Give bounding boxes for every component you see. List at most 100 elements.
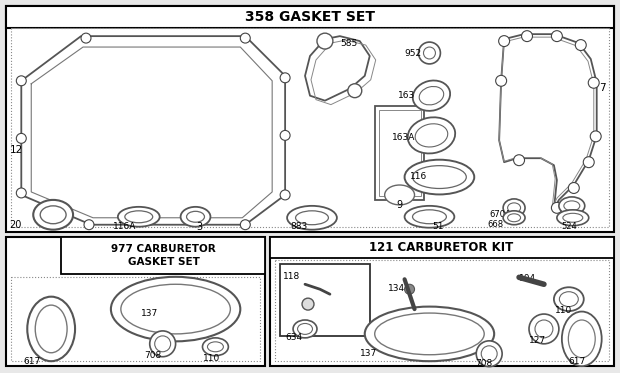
Circle shape	[575, 40, 587, 50]
Circle shape	[569, 182, 579, 194]
Circle shape	[84, 220, 94, 230]
FancyBboxPatch shape	[11, 277, 260, 361]
Ellipse shape	[121, 284, 231, 334]
Text: 585: 585	[340, 39, 357, 48]
Ellipse shape	[296, 211, 329, 225]
Ellipse shape	[125, 211, 153, 223]
Ellipse shape	[564, 201, 580, 211]
FancyBboxPatch shape	[270, 236, 614, 366]
Text: 104: 104	[519, 274, 536, 283]
Text: 127: 127	[529, 336, 546, 345]
Ellipse shape	[563, 213, 583, 222]
Text: 617: 617	[569, 357, 586, 366]
Circle shape	[551, 31, 562, 41]
FancyBboxPatch shape	[379, 110, 420, 196]
FancyBboxPatch shape	[270, 236, 614, 258]
Text: 12: 12	[9, 145, 22, 155]
FancyBboxPatch shape	[6, 236, 265, 366]
Ellipse shape	[180, 207, 210, 227]
Circle shape	[535, 320, 553, 338]
FancyBboxPatch shape	[61, 236, 265, 274]
Text: 708: 708	[144, 351, 161, 360]
Text: 110: 110	[203, 354, 219, 363]
Text: 524: 524	[561, 222, 577, 231]
Ellipse shape	[40, 206, 66, 224]
Text: 137: 137	[141, 309, 158, 318]
FancyBboxPatch shape	[6, 6, 614, 232]
Ellipse shape	[208, 342, 223, 352]
Circle shape	[241, 33, 250, 43]
Text: 137: 137	[360, 349, 377, 358]
Text: 116: 116	[410, 172, 427, 181]
Text: 3: 3	[197, 222, 203, 232]
Circle shape	[317, 33, 333, 49]
Text: 977 CARBURETOR
GASKET SET: 977 CARBURETOR GASKET SET	[111, 244, 216, 267]
Circle shape	[280, 73, 290, 83]
Circle shape	[583, 157, 594, 167]
Ellipse shape	[508, 214, 521, 222]
Ellipse shape	[412, 210, 446, 224]
Circle shape	[16, 134, 26, 143]
Ellipse shape	[287, 206, 337, 230]
Ellipse shape	[405, 160, 474, 194]
Ellipse shape	[415, 124, 448, 147]
Ellipse shape	[503, 211, 525, 225]
Ellipse shape	[508, 203, 521, 213]
Text: 9: 9	[397, 200, 402, 210]
FancyBboxPatch shape	[280, 264, 370, 336]
Text: 617: 617	[24, 357, 40, 366]
Ellipse shape	[405, 206, 454, 228]
Circle shape	[405, 284, 415, 294]
Circle shape	[418, 42, 440, 64]
Circle shape	[302, 298, 314, 310]
Circle shape	[16, 188, 26, 198]
Text: 883: 883	[290, 222, 308, 231]
Ellipse shape	[569, 320, 595, 358]
FancyBboxPatch shape	[374, 106, 425, 200]
Ellipse shape	[203, 338, 228, 356]
Text: 118: 118	[283, 272, 300, 281]
Ellipse shape	[419, 87, 444, 105]
Text: 121 CARBURETOR KIT: 121 CARBURETOR KIT	[370, 241, 513, 254]
Text: 134: 134	[388, 284, 405, 293]
Ellipse shape	[554, 287, 584, 311]
Ellipse shape	[293, 320, 317, 338]
Ellipse shape	[118, 207, 160, 227]
Text: 708: 708	[476, 359, 492, 368]
Text: 634: 634	[285, 333, 302, 342]
FancyBboxPatch shape	[11, 28, 609, 227]
Ellipse shape	[412, 166, 466, 188]
Text: 952: 952	[405, 49, 422, 58]
Circle shape	[280, 131, 290, 140]
Text: 163: 163	[397, 91, 415, 100]
Ellipse shape	[298, 323, 312, 334]
Ellipse shape	[365, 307, 494, 361]
FancyBboxPatch shape	[6, 6, 614, 28]
Text: 7: 7	[599, 83, 605, 93]
Ellipse shape	[559, 197, 585, 215]
Ellipse shape	[384, 185, 415, 205]
Ellipse shape	[408, 117, 455, 153]
Circle shape	[476, 341, 502, 367]
Ellipse shape	[374, 313, 484, 355]
Text: eReplacementParts.com: eReplacementParts.com	[229, 181, 331, 189]
Text: 51: 51	[432, 222, 444, 231]
FancyBboxPatch shape	[275, 260, 609, 361]
Circle shape	[551, 203, 562, 213]
Circle shape	[280, 190, 290, 200]
Circle shape	[241, 220, 250, 230]
Circle shape	[495, 75, 507, 86]
Text: 110: 110	[555, 306, 572, 315]
Ellipse shape	[559, 292, 578, 307]
Ellipse shape	[35, 305, 67, 353]
Ellipse shape	[503, 199, 525, 217]
Text: 163A: 163A	[392, 134, 415, 142]
Circle shape	[149, 331, 175, 357]
Text: 20: 20	[9, 220, 22, 230]
Ellipse shape	[413, 81, 450, 111]
Ellipse shape	[562, 311, 601, 366]
Circle shape	[513, 155, 525, 166]
Ellipse shape	[33, 200, 73, 230]
Text: 116A: 116A	[113, 222, 136, 231]
Ellipse shape	[187, 211, 205, 222]
